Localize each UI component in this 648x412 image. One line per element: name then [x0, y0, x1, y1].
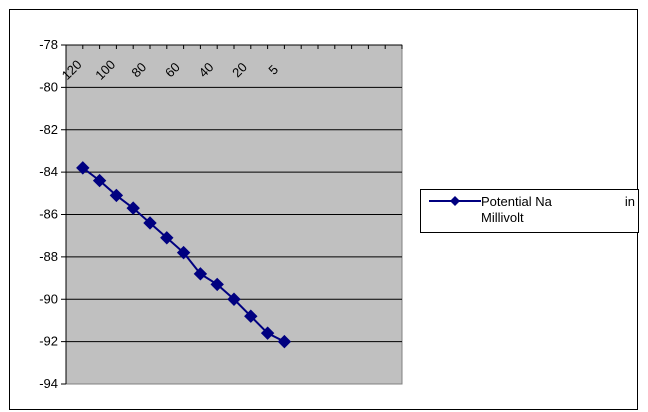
y-axis: -78 -80 -82 -84 -86 -88 -90 -92 -94: [39, 37, 67, 391]
y-tick-label: -94: [39, 376, 58, 391]
data-point: [244, 309, 258, 323]
legend-label-part1: Potential Na: [481, 194, 552, 209]
gridlines: [66, 86, 402, 343]
y-tick-label: -82: [39, 122, 58, 137]
legend-label-part2: in: [624, 194, 635, 209]
data-point: [193, 267, 208, 281]
data-series: [76, 161, 292, 349]
legend-label: Potential Na in Millivolt: [481, 194, 635, 226]
data-point: [143, 216, 157, 230]
data-point: [210, 277, 224, 292]
legend-label-part3: Millivolt: [481, 210, 524, 225]
legend: Potential Na in Millivolt: [420, 189, 639, 233]
data-point: [92, 173, 107, 188]
data-point: [260, 326, 275, 340]
data-point: [109, 188, 124, 203]
data-point: [277, 334, 292, 349]
y-tick-label: -92: [39, 334, 58, 349]
y-tick-label: -84: [39, 164, 58, 179]
data-point: [160, 231, 174, 245]
data-point: [126, 201, 140, 215]
legend-marker-icon: [429, 196, 481, 206]
data-point: [176, 245, 191, 260]
y-tick-label: -78: [39, 37, 58, 52]
data-point: [227, 292, 241, 306]
y-tick-label: -86: [39, 207, 58, 222]
y-tick-label: -80: [39, 79, 58, 94]
y-tick-label: -88: [39, 249, 58, 264]
y-tick-label: -90: [39, 291, 58, 306]
data-point: [76, 161, 90, 175]
